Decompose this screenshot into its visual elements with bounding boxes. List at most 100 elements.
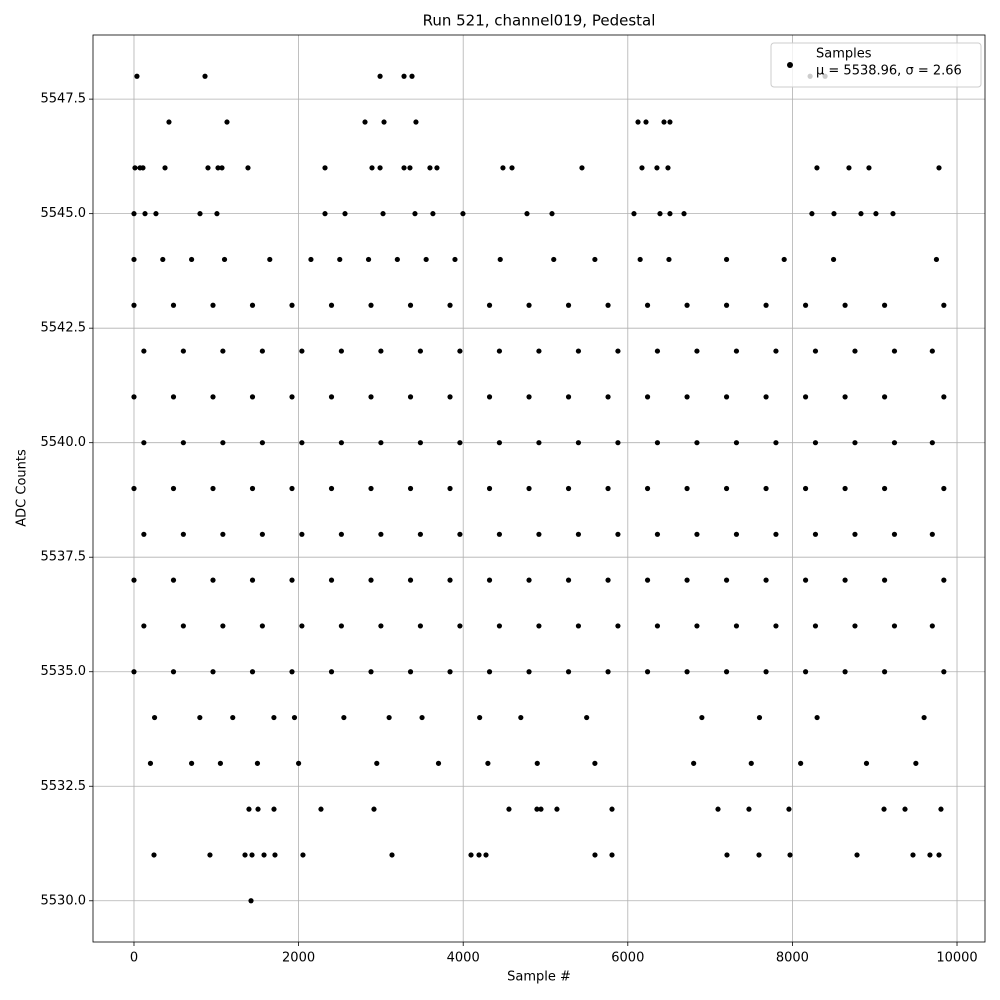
point xyxy=(631,211,637,217)
point xyxy=(890,211,896,217)
point xyxy=(378,440,384,446)
point xyxy=(941,485,947,492)
point xyxy=(592,852,598,858)
point xyxy=(289,577,295,583)
point xyxy=(763,577,769,583)
point xyxy=(941,577,947,583)
y-tick-label: 5535.0 xyxy=(41,664,87,679)
point xyxy=(368,577,374,583)
point xyxy=(644,669,651,675)
point xyxy=(141,348,147,354)
point xyxy=(842,577,848,583)
point xyxy=(394,256,400,263)
point xyxy=(202,73,208,79)
point xyxy=(299,348,305,354)
point xyxy=(609,852,615,858)
point xyxy=(534,806,540,812)
point xyxy=(639,165,645,171)
point xyxy=(938,806,944,812)
point xyxy=(435,760,442,766)
point xyxy=(457,531,463,537)
point xyxy=(592,760,598,766)
point xyxy=(368,302,374,308)
point xyxy=(289,669,295,675)
point xyxy=(809,211,815,217)
point xyxy=(684,485,690,492)
point xyxy=(132,165,138,171)
point xyxy=(936,165,942,171)
point xyxy=(715,806,721,812)
point xyxy=(496,440,503,446)
point xyxy=(654,440,661,446)
point xyxy=(927,852,933,858)
point xyxy=(318,806,324,812)
point xyxy=(271,806,277,812)
point xyxy=(913,760,919,766)
point xyxy=(812,623,819,629)
point xyxy=(584,714,590,721)
point xyxy=(773,440,779,446)
x-tick-label: 10000 xyxy=(936,951,977,966)
point xyxy=(417,623,424,629)
point xyxy=(654,531,661,537)
point xyxy=(401,165,407,171)
point xyxy=(854,852,860,858)
y-tick-label: 5532.5 xyxy=(41,779,87,794)
point xyxy=(267,256,273,263)
point xyxy=(131,669,137,675)
point xyxy=(423,256,429,263)
point xyxy=(197,714,203,721)
point xyxy=(605,302,611,308)
point xyxy=(272,852,278,858)
point xyxy=(615,623,621,629)
point xyxy=(131,302,137,308)
point xyxy=(131,394,137,400)
point xyxy=(219,165,225,171)
point xyxy=(881,669,888,675)
point xyxy=(249,485,256,492)
point xyxy=(322,211,328,217)
point xyxy=(434,165,440,171)
point xyxy=(929,348,935,354)
point xyxy=(427,165,433,171)
plot-frame xyxy=(92,34,986,943)
point xyxy=(644,394,651,400)
point xyxy=(246,806,252,812)
point xyxy=(381,119,387,125)
point xyxy=(929,531,935,537)
point xyxy=(249,394,256,400)
point xyxy=(409,73,415,79)
point xyxy=(681,211,687,217)
point xyxy=(605,485,611,492)
point xyxy=(881,394,888,400)
point xyxy=(141,623,147,629)
point xyxy=(328,669,335,675)
point xyxy=(249,852,255,858)
point xyxy=(694,623,700,629)
point xyxy=(485,760,491,766)
point xyxy=(787,852,793,858)
point xyxy=(322,165,328,171)
point xyxy=(299,440,305,446)
point xyxy=(259,531,265,537)
point xyxy=(635,119,641,125)
point xyxy=(131,485,137,492)
point xyxy=(180,348,186,354)
point xyxy=(684,302,690,308)
point xyxy=(941,394,947,400)
point xyxy=(162,165,168,171)
legend-marker xyxy=(787,62,793,68)
point xyxy=(936,852,942,858)
point xyxy=(863,760,870,766)
point xyxy=(377,73,383,79)
point xyxy=(921,714,927,721)
point xyxy=(941,302,947,308)
point xyxy=(371,806,377,812)
point xyxy=(299,531,305,537)
point xyxy=(413,119,419,125)
point xyxy=(380,211,386,217)
point xyxy=(338,348,344,354)
